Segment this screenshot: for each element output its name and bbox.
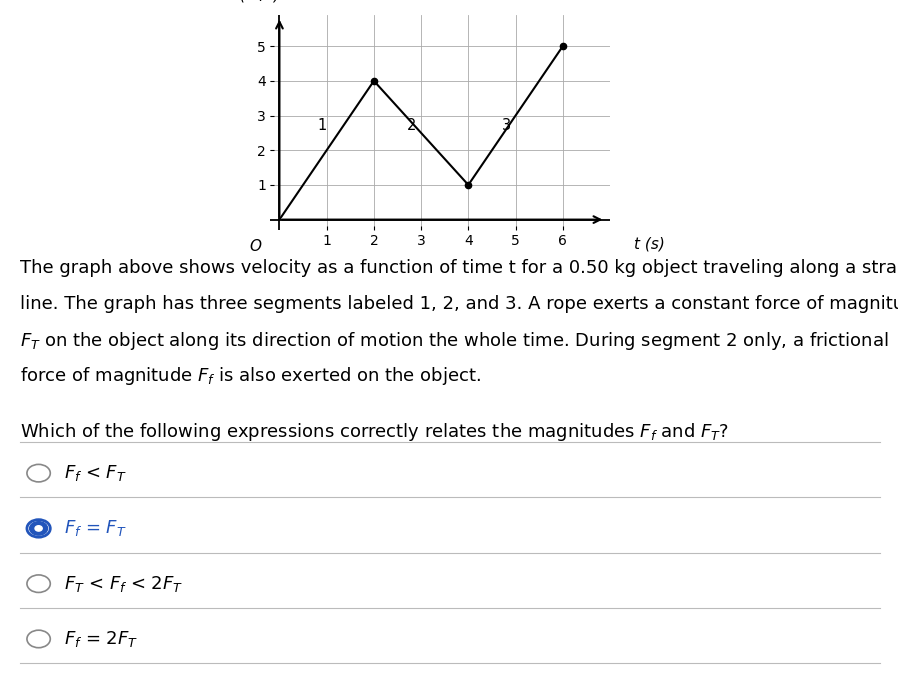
- Text: 1: 1: [317, 119, 327, 133]
- Text: O: O: [250, 239, 261, 253]
- Text: force of magnitude $F_f$ is also exerted on the object.: force of magnitude $F_f$ is also exerted…: [20, 365, 480, 387]
- Text: t (s): t (s): [634, 237, 665, 251]
- Text: 2: 2: [407, 119, 417, 133]
- Text: v (m/s): v (m/s): [225, 0, 279, 2]
- Text: The graph above shows velocity as a function of time t for a 0.50 kg object trav: The graph above shows velocity as a func…: [20, 259, 898, 278]
- Text: $F_f$ = $2F_T$: $F_f$ = $2F_T$: [64, 629, 138, 649]
- Text: $F_T$ < $F_f$ < $2F_T$: $F_T$ < $F_f$ < $2F_T$: [64, 574, 183, 594]
- Text: $F_f$ < $F_T$: $F_f$ < $F_T$: [64, 463, 127, 483]
- Text: $F_f$ = $F_T$: $F_f$ = $F_T$: [64, 518, 127, 539]
- Text: 3: 3: [502, 119, 511, 133]
- Text: Which of the following expressions correctly relates the magnitudes $F_f$ and $F: Which of the following expressions corre…: [20, 421, 729, 443]
- Text: line. The graph has three segments labeled 1, 2, and 3. A rope exerts a constant: line. The graph has three segments label…: [20, 295, 898, 313]
- Text: $F_T$ on the object along its direction of motion the whole time. During segment: $F_T$ on the object along its direction …: [20, 330, 888, 352]
